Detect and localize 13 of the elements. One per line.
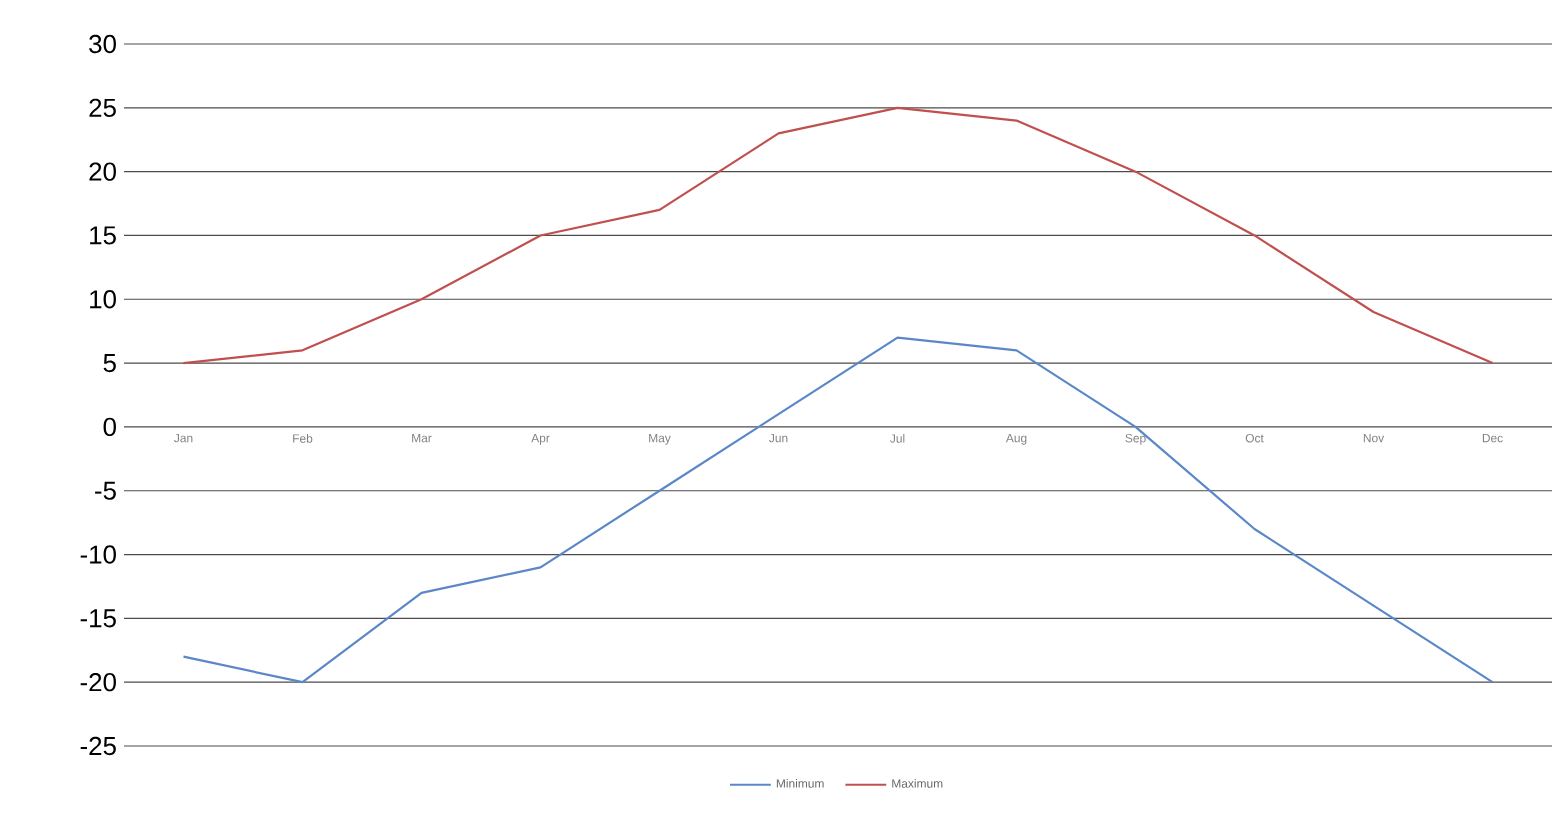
y-tick-label: 0 [103, 417, 116, 437]
y-tick-label: 20 [89, 162, 116, 181]
y-tick-label: -15 [80, 609, 116, 628]
y-tick-label: -5 [95, 481, 116, 500]
y-tick-label: -10 [80, 545, 116, 564]
y-tick-label: 25 [89, 98, 116, 117]
y-tick-label: 5 [103, 354, 116, 373]
line-series [182, 106, 1494, 365]
y-tick-label: -25 [80, 736, 116, 756]
y-tick-label: -20 [80, 673, 116, 692]
y-tick-label: 15 [90, 226, 116, 245]
y-tick-label: 30 [89, 34, 116, 54]
y-tick-label: 10 [90, 290, 116, 309]
